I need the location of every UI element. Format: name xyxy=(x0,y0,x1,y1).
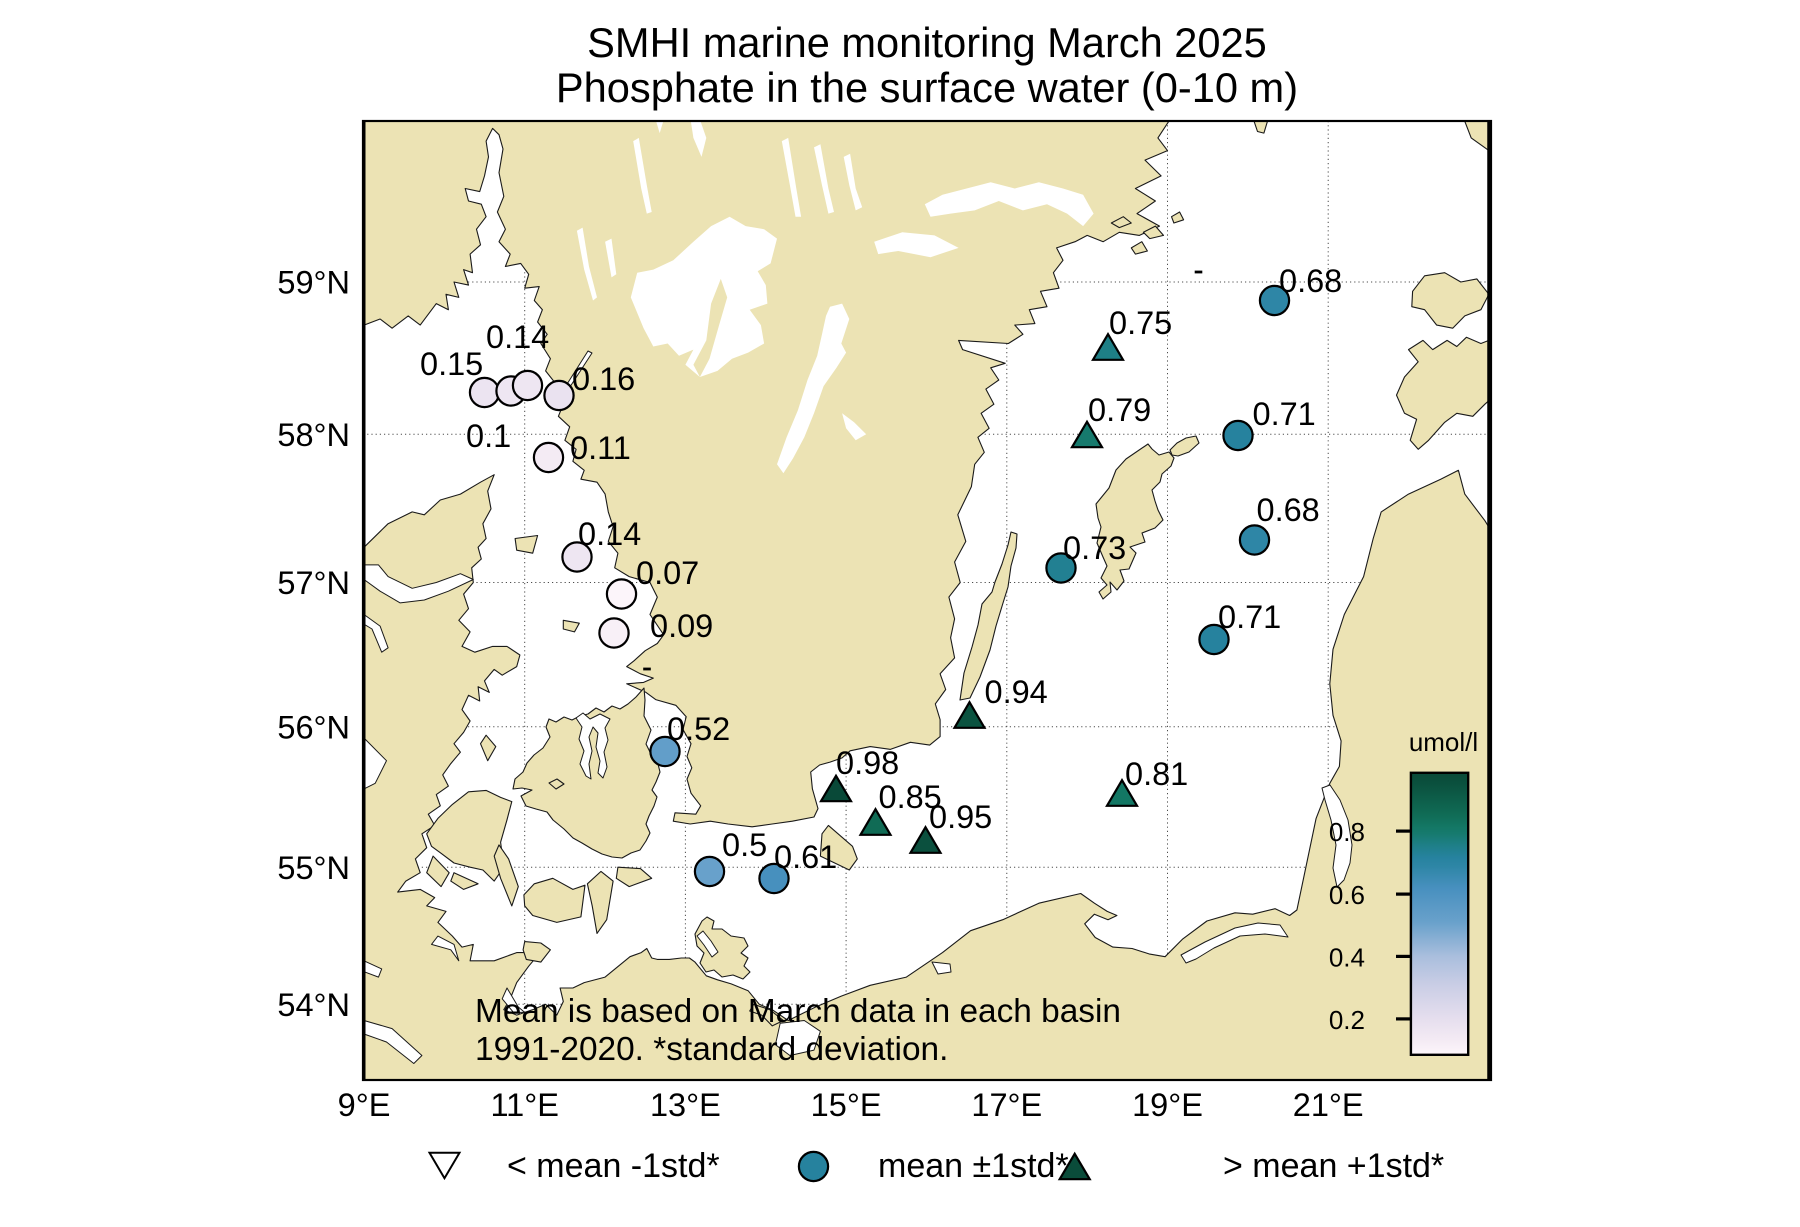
svg-text:0.52: 0.52 xyxy=(667,711,730,747)
svg-text:> mean +1std*: > mean +1std* xyxy=(1223,1147,1444,1185)
svg-text:Mean is based on March data in: Mean is based on March data in each basi… xyxy=(475,993,1121,1030)
svg-text:17°E: 17°E xyxy=(971,1087,1042,1123)
svg-text:0.07: 0.07 xyxy=(636,555,699,591)
svg-text:0.11: 0.11 xyxy=(570,430,631,466)
svg-text:0.14: 0.14 xyxy=(486,319,549,355)
svg-text:0.6: 0.6 xyxy=(1329,880,1365,910)
svg-text:0.81: 0.81 xyxy=(1125,756,1188,792)
svg-text:0.94: 0.94 xyxy=(985,674,1048,710)
svg-text:SMHI marine monitoring March 2: SMHI marine monitoring March 2025 xyxy=(587,19,1267,66)
svg-text:19°E: 19°E xyxy=(1132,1087,1203,1123)
svg-text:0.14: 0.14 xyxy=(578,516,641,552)
svg-text:55°N: 55°N xyxy=(277,850,350,886)
svg-text:Phosphate in the surface water: Phosphate in the surface water (0-10 m) xyxy=(556,64,1298,111)
svg-text:58°N: 58°N xyxy=(277,417,350,453)
svg-text:0.4: 0.4 xyxy=(1329,942,1365,972)
svg-text:0.16: 0.16 xyxy=(572,361,635,397)
svg-text:0.5: 0.5 xyxy=(722,827,767,863)
svg-text:0.71: 0.71 xyxy=(1253,396,1316,432)
svg-text:0.68: 0.68 xyxy=(1257,492,1320,528)
svg-text:0.09: 0.09 xyxy=(650,608,713,644)
svg-text:umol/l: umol/l xyxy=(1409,727,1478,757)
svg-text:15°E: 15°E xyxy=(811,1087,882,1123)
svg-text:0.98: 0.98 xyxy=(836,745,899,781)
svg-text:0.71: 0.71 xyxy=(1218,599,1281,635)
svg-text:0.73: 0.73 xyxy=(1063,530,1126,566)
svg-text:0.61: 0.61 xyxy=(774,839,837,875)
svg-text:0.68: 0.68 xyxy=(1279,263,1342,299)
svg-text:9°E: 9°E xyxy=(338,1087,391,1123)
svg-text:56°N: 56°N xyxy=(277,709,350,745)
svg-text:59°N: 59°N xyxy=(277,265,350,301)
svg-text:0.85: 0.85 xyxy=(879,779,942,815)
svg-text:57°N: 57°N xyxy=(277,565,350,601)
svg-text:0.95: 0.95 xyxy=(929,799,992,835)
svg-text:0.79: 0.79 xyxy=(1088,392,1151,428)
svg-text:21°E: 21°E xyxy=(1293,1087,1364,1123)
svg-text:11°E: 11°E xyxy=(490,1087,558,1123)
svg-text:13°E: 13°E xyxy=(650,1087,721,1123)
svg-text:0.15: 0.15 xyxy=(420,346,483,382)
svg-text:1991-2020. *standard deviation: 1991-2020. *standard deviation. xyxy=(475,1031,948,1068)
svg-text:0.1: 0.1 xyxy=(466,418,511,454)
svg-text:0.8: 0.8 xyxy=(1329,817,1365,847)
svg-text:mean ±1std*: mean ±1std* xyxy=(878,1147,1069,1185)
svg-text:< mean -1std*: < mean -1std* xyxy=(507,1147,720,1185)
svg-text:0.2: 0.2 xyxy=(1329,1005,1365,1035)
svg-text:54°N: 54°N xyxy=(277,987,350,1023)
svg-text:0.75: 0.75 xyxy=(1109,305,1172,341)
